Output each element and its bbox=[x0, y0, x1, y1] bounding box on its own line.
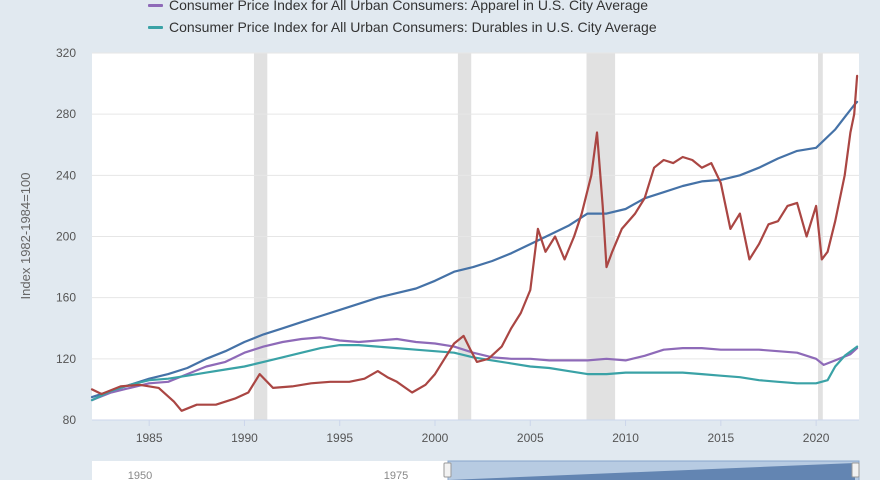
navigator-handle-right[interactable] bbox=[851, 462, 860, 478]
legend-item-durables[interactable]: Consumer Price Index for All Urban Consu… bbox=[148, 16, 657, 38]
series-line-3[interactable] bbox=[90, 74, 859, 412]
x-tick-label-2000: 2000 bbox=[422, 431, 449, 445]
x-tick-label-1985: 1985 bbox=[136, 431, 163, 445]
series-line-2[interactable] bbox=[90, 344, 859, 402]
legend-label-apparel: Consumer Price Index for All Urban Consu… bbox=[169, 0, 649, 13]
y-tick-label-120: 120 bbox=[56, 352, 76, 366]
y-tick-label-160: 160 bbox=[56, 291, 76, 305]
y-tick-label-80: 80 bbox=[63, 413, 77, 427]
navigator-series-area bbox=[448, 463, 855, 480]
y-tick-label-320: 320 bbox=[56, 46, 76, 60]
x-tick-label-2005: 2005 bbox=[517, 431, 544, 445]
x-tick-label-1995: 1995 bbox=[326, 431, 353, 445]
x-tick-label-2010: 2010 bbox=[612, 431, 639, 445]
y-axis-title: Index 1982-1984=100 bbox=[18, 173, 33, 300]
y-tick-label-240: 240 bbox=[56, 168, 76, 182]
x-tick-label-2015: 2015 bbox=[707, 431, 734, 445]
series-line-1[interactable] bbox=[90, 336, 859, 402]
legend-label-durables: Consumer Price Index for All Urban Consu… bbox=[169, 19, 657, 35]
navigator[interactable]: 1950 1975 bbox=[92, 460, 860, 480]
x-tick-label-2020: 2020 bbox=[803, 431, 830, 445]
legend-swatch-apparel bbox=[148, 3, 163, 7]
y-tick-label-200: 200 bbox=[56, 230, 76, 244]
legend-swatch-durables bbox=[148, 25, 163, 29]
navigator-handle-left[interactable] bbox=[443, 462, 452, 478]
x-tick-label-1990: 1990 bbox=[231, 431, 258, 445]
navigator-label-1950: 1950 bbox=[128, 470, 152, 480]
series-line-0[interactable] bbox=[90, 100, 859, 399]
legend-item-apparel[interactable]: Consumer Price Index for All Urban Consu… bbox=[148, 0, 657, 16]
navigator-label-1975: 1975 bbox=[384, 470, 408, 480]
legend: Consumer Price Index for All Urban Consu… bbox=[148, 0, 657, 38]
y-tick-label-280: 280 bbox=[56, 107, 76, 121]
